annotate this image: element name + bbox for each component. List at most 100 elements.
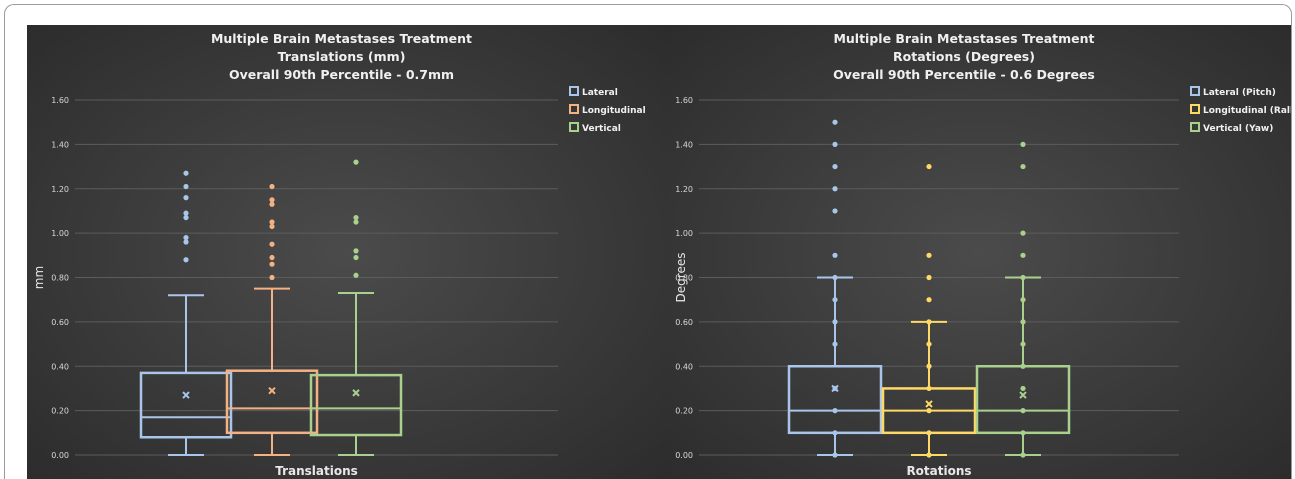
y-tick-label: 1.20 <box>675 185 693 194</box>
chart-title-line: Multiple Brain Metastases Treatment <box>211 31 472 46</box>
outlier-point <box>353 272 359 278</box>
data-point <box>1020 385 1026 392</box>
y-tick-label: 1.40 <box>675 140 693 149</box>
iqr-box <box>787 365 883 435</box>
outlier-point <box>926 252 932 258</box>
mean-marker <box>831 384 839 393</box>
outlier-point <box>832 208 838 214</box>
iqr-box <box>975 365 1071 435</box>
data-point <box>1020 363 1026 369</box>
iqr-box <box>139 371 233 439</box>
data-point <box>832 408 838 414</box>
outlier-point <box>353 248 359 254</box>
y-tick-label: 1.20 <box>51 185 69 194</box>
outlier-point <box>269 223 275 230</box>
outlier-point <box>832 141 838 147</box>
outlier-point <box>183 257 189 263</box>
data-point <box>1020 341 1026 347</box>
y-tick-label: 0.20 <box>675 407 693 416</box>
legend-swatch <box>569 122 579 132</box>
iqr-box <box>309 373 403 437</box>
translations-boxplot: Multiple Brain Metastases Treatment Trans… <box>32 31 646 478</box>
rotations-chart-panel: Multiple Brain Metastases Treatment Rotat… <box>667 25 1291 479</box>
y-tick-label: 1.00 <box>675 229 693 238</box>
y-tick-label: 0.80 <box>675 274 693 283</box>
legend-swatch <box>1190 104 1200 114</box>
y-tick-label: 0.40 <box>675 362 693 371</box>
data-point <box>832 341 838 347</box>
figure-frame: Multiple Brain Metastases Treatment Trans… <box>4 4 1292 479</box>
legend-swatch <box>569 104 579 114</box>
chart-title-line: Translations (mm) <box>278 49 406 64</box>
data-point <box>926 430 932 436</box>
data-point <box>832 297 838 303</box>
x-axis-label: Rotations <box>906 464 971 478</box>
translations-chart-panel: Multiple Brain Metastases Treatment Trans… <box>27 25 667 479</box>
legend-label: Lateral (Pitch) <box>1203 88 1276 98</box>
y-tick-label: 0.60 <box>675 318 693 327</box>
y-tick-label: 1.00 <box>51 229 69 238</box>
outlier-point <box>269 254 275 261</box>
outlier-point <box>183 195 189 201</box>
outlier-point <box>1020 252 1026 258</box>
data-point <box>926 408 932 414</box>
box-series <box>787 119 883 458</box>
mean-marker <box>268 386 276 395</box>
legend-label: Lateral <box>582 88 618 98</box>
box-series <box>881 163 977 458</box>
data-point <box>832 319 838 325</box>
iqr-box <box>225 369 319 435</box>
outlier-point <box>269 241 275 247</box>
y-tick-label: 0.80 <box>51 274 69 283</box>
outlier-point <box>832 163 838 170</box>
data-point <box>926 319 932 325</box>
chart-title-line: Overall 90th Percentile - 0.6 Degrees <box>833 67 1095 82</box>
outlier-point <box>183 170 189 176</box>
outlier-point <box>1020 230 1026 236</box>
y-tick-label: 0.60 <box>51 318 69 327</box>
outlier-point <box>269 219 275 225</box>
outlier-point <box>926 297 932 303</box>
y-tick-label: 0.00 <box>675 451 693 460</box>
box-series <box>225 183 319 456</box>
outlier-point <box>353 219 359 225</box>
data-point <box>1020 408 1026 414</box>
outlier-point <box>832 252 838 258</box>
mean-marker <box>1019 391 1027 399</box>
legend-label: Longitudinal (Rall) <box>1203 106 1291 116</box>
data-point <box>1020 297 1026 303</box>
legend-label: Vertical <box>582 124 621 134</box>
mean-marker <box>352 389 360 397</box>
outlier-point <box>269 197 275 203</box>
outlier-point <box>353 254 359 261</box>
outlier-point <box>183 214 189 221</box>
outlier-point <box>1020 163 1026 170</box>
y-tick-label: 0.20 <box>51 407 69 416</box>
outlier-point <box>269 183 275 190</box>
data-point <box>1020 319 1026 325</box>
y-tick-label: 1.40 <box>51 140 69 149</box>
box-series <box>975 141 1071 458</box>
data-point <box>832 452 838 458</box>
chart-title-line: Overall 90th Percentile - 0.7mm <box>229 67 454 82</box>
legend-label: Vertical (Yaw) <box>1203 124 1273 134</box>
data-point <box>832 274 838 281</box>
data-point <box>926 452 932 458</box>
outlier-point <box>269 201 275 207</box>
outlier-point <box>183 183 189 190</box>
outlier-point <box>183 210 189 216</box>
outlier-point <box>353 159 359 165</box>
data-point <box>1020 274 1026 281</box>
data-point <box>1020 430 1026 436</box>
data-point <box>926 385 932 392</box>
legend-swatch <box>569 86 579 96</box>
rotations-boxplot: Multiple Brain Metastases Treatment Rotat… <box>674 31 1291 478</box>
outlier-point <box>926 163 932 170</box>
outlier-point <box>269 274 275 281</box>
legend-swatch <box>1190 122 1200 132</box>
data-point <box>926 363 932 369</box>
data-point <box>926 341 932 347</box>
legend-label: Longitudinal <box>582 106 646 116</box>
y-axis-label: Degrees <box>674 253 688 303</box>
mean-marker <box>925 400 933 408</box>
